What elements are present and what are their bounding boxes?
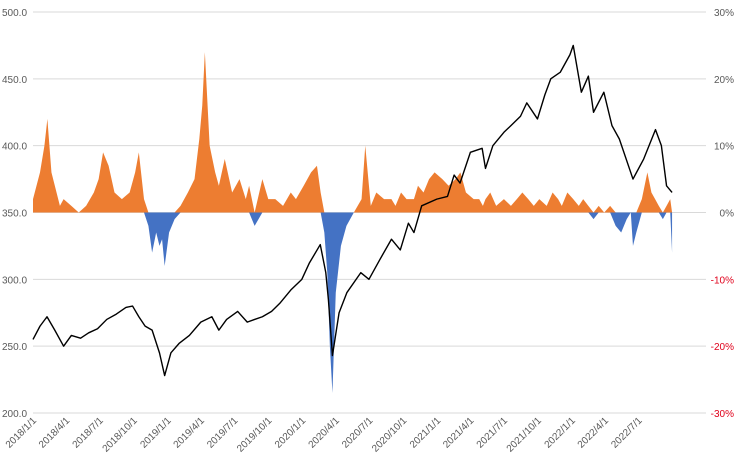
- y2-tick-label: -30%: [711, 409, 734, 420]
- left-axis-labels: 200.0 250.0 300.0 350.0 400.0 450.0 500.0: [2, 8, 27, 420]
- x-tick-label: 2022/7/1: [609, 415, 645, 451]
- x-tick-label: 2018/4/1: [37, 415, 73, 451]
- x-tick-label: 2020/4/1: [307, 415, 343, 451]
- y2-tick-label: 30%: [714, 8, 734, 19]
- y2-tick-label: 10%: [714, 142, 734, 153]
- y-tick-label: 400.0: [2, 142, 27, 153]
- y2-tick-label: -10%: [711, 275, 734, 286]
- x-tick-label: 2018/10/1: [101, 415, 141, 455]
- area-series: [33, 52, 673, 393]
- x-axis-labels: 2018/1/12018/4/12018/7/12018/10/12019/1/…: [4, 415, 645, 455]
- x-tick-label: 2021/10/1: [505, 415, 545, 455]
- x-tick-label: 2022/4/1: [576, 415, 612, 451]
- right-axis-labels: -30% -20% -10% 0% 10% 20% 30%: [711, 8, 734, 420]
- y2-tick-label: 20%: [714, 75, 734, 86]
- negative-area: [33, 212, 673, 393]
- x-tick-label: 2021/4/1: [441, 415, 477, 451]
- price-line: [32, 44, 673, 377]
- x-tick-label: 2019/10/1: [235, 415, 275, 455]
- x-tick-label: 2019/1/1: [138, 415, 174, 451]
- y-tick-label: 500.0: [2, 8, 27, 19]
- y-tick-label: 200.0: [2, 409, 27, 420]
- positive-area: [33, 52, 673, 213]
- y-tick-label: 250.0: [2, 342, 27, 353]
- y-tick-label: 450.0: [2, 75, 27, 86]
- x-tick-label: 2021/1/1: [408, 415, 444, 451]
- y-tick-label: 300.0: [2, 275, 27, 286]
- y2-tick-label: -20%: [711, 342, 734, 353]
- x-tick-label: 2022/1/1: [543, 415, 579, 451]
- x-tick-label: 2019/4/1: [172, 415, 208, 451]
- y2-tick-label: 0%: [720, 209, 735, 220]
- x-tick-label: 2020/10/1: [370, 415, 410, 455]
- x-tick-label: 2020/1/1: [273, 415, 309, 451]
- y-tick-label: 350.0: [2, 209, 27, 220]
- x-tick-label: 2018/1/1: [4, 415, 40, 451]
